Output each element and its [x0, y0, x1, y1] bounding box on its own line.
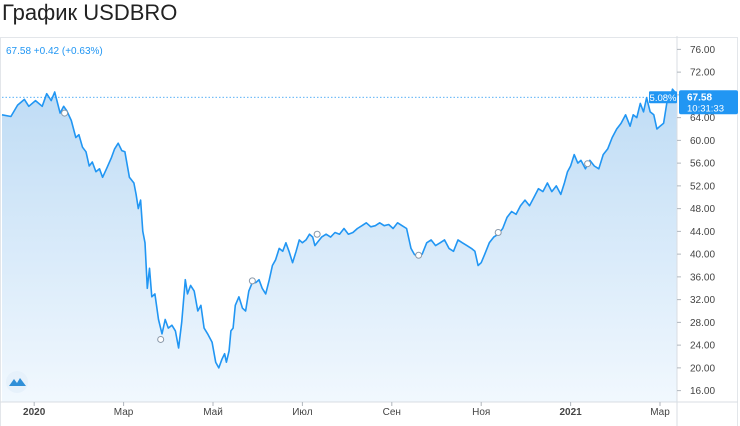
event-marker — [313, 230, 321, 238]
y-tick-label: 20.00 — [690, 363, 715, 374]
y-tick-label: 60.00 — [690, 136, 715, 147]
x-tick-label: Ноя — [472, 407, 490, 418]
y-tick-label: 32.00 — [690, 295, 715, 306]
price-label: 67.58 — [687, 92, 712, 103]
chart-frame — [0, 37, 738, 426]
event-marker — [248, 277, 256, 285]
y-tick-label: 36.00 — [690, 272, 715, 283]
event-marker — [61, 109, 69, 117]
plot-area — [1, 88, 678, 402]
x-tick-label: Июл — [292, 407, 312, 418]
percent-label: 5.08% — [650, 93, 677, 104]
percent-badge — [649, 91, 677, 104]
page-title: График USDBRO — [2, 0, 178, 25]
x-tick-label: 2020 — [23, 407, 46, 418]
y-tick-label: 40.00 — [690, 250, 715, 261]
y-axis: 76.0072.0068.0064.0060.0056.0052.0048.00… — [676, 36, 715, 426]
event-marker — [494, 229, 502, 237]
price-line — [1, 88, 678, 369]
x-tick-label: Май — [203, 407, 223, 418]
quote-summary: 67.58 +0.42 (+0.63%) — [6, 46, 103, 57]
x-tick-label: Мар — [114, 407, 134, 418]
y-tick-label: 76.00 — [690, 45, 715, 56]
chart-logo-icon[interactable] — [6, 371, 28, 393]
y-tick-label: 24.00 — [690, 341, 715, 352]
event-marker — [584, 160, 592, 168]
event-marker — [415, 251, 423, 259]
x-axis: 2020 Мар Май Июл Сен Ноя 2021 Мар — [0, 401, 738, 418]
y-tick-label: 72.00 — [690, 68, 715, 79]
y-tick-label: 16.00 — [690, 386, 715, 397]
x-tick-label: Мар — [650, 407, 670, 418]
y-tick-label: 64.00 — [690, 113, 715, 124]
y-tick-label: 52.00 — [690, 181, 715, 192]
x-tick-label: Сен — [383, 407, 401, 418]
y-tick-label: 56.00 — [690, 159, 715, 170]
price-area — [2, 89, 677, 402]
y-tick-label: 48.00 — [690, 204, 715, 215]
event-marker — [157, 335, 165, 343]
x-tick-label: 2021 — [559, 407, 582, 418]
price-badge — [679, 90, 738, 115]
time-label: 10:31:33 — [687, 103, 724, 114]
y-tick-label: 44.00 — [690, 227, 715, 238]
y-tick-label: 28.00 — [690, 318, 715, 329]
event-markers — [61, 109, 592, 343]
